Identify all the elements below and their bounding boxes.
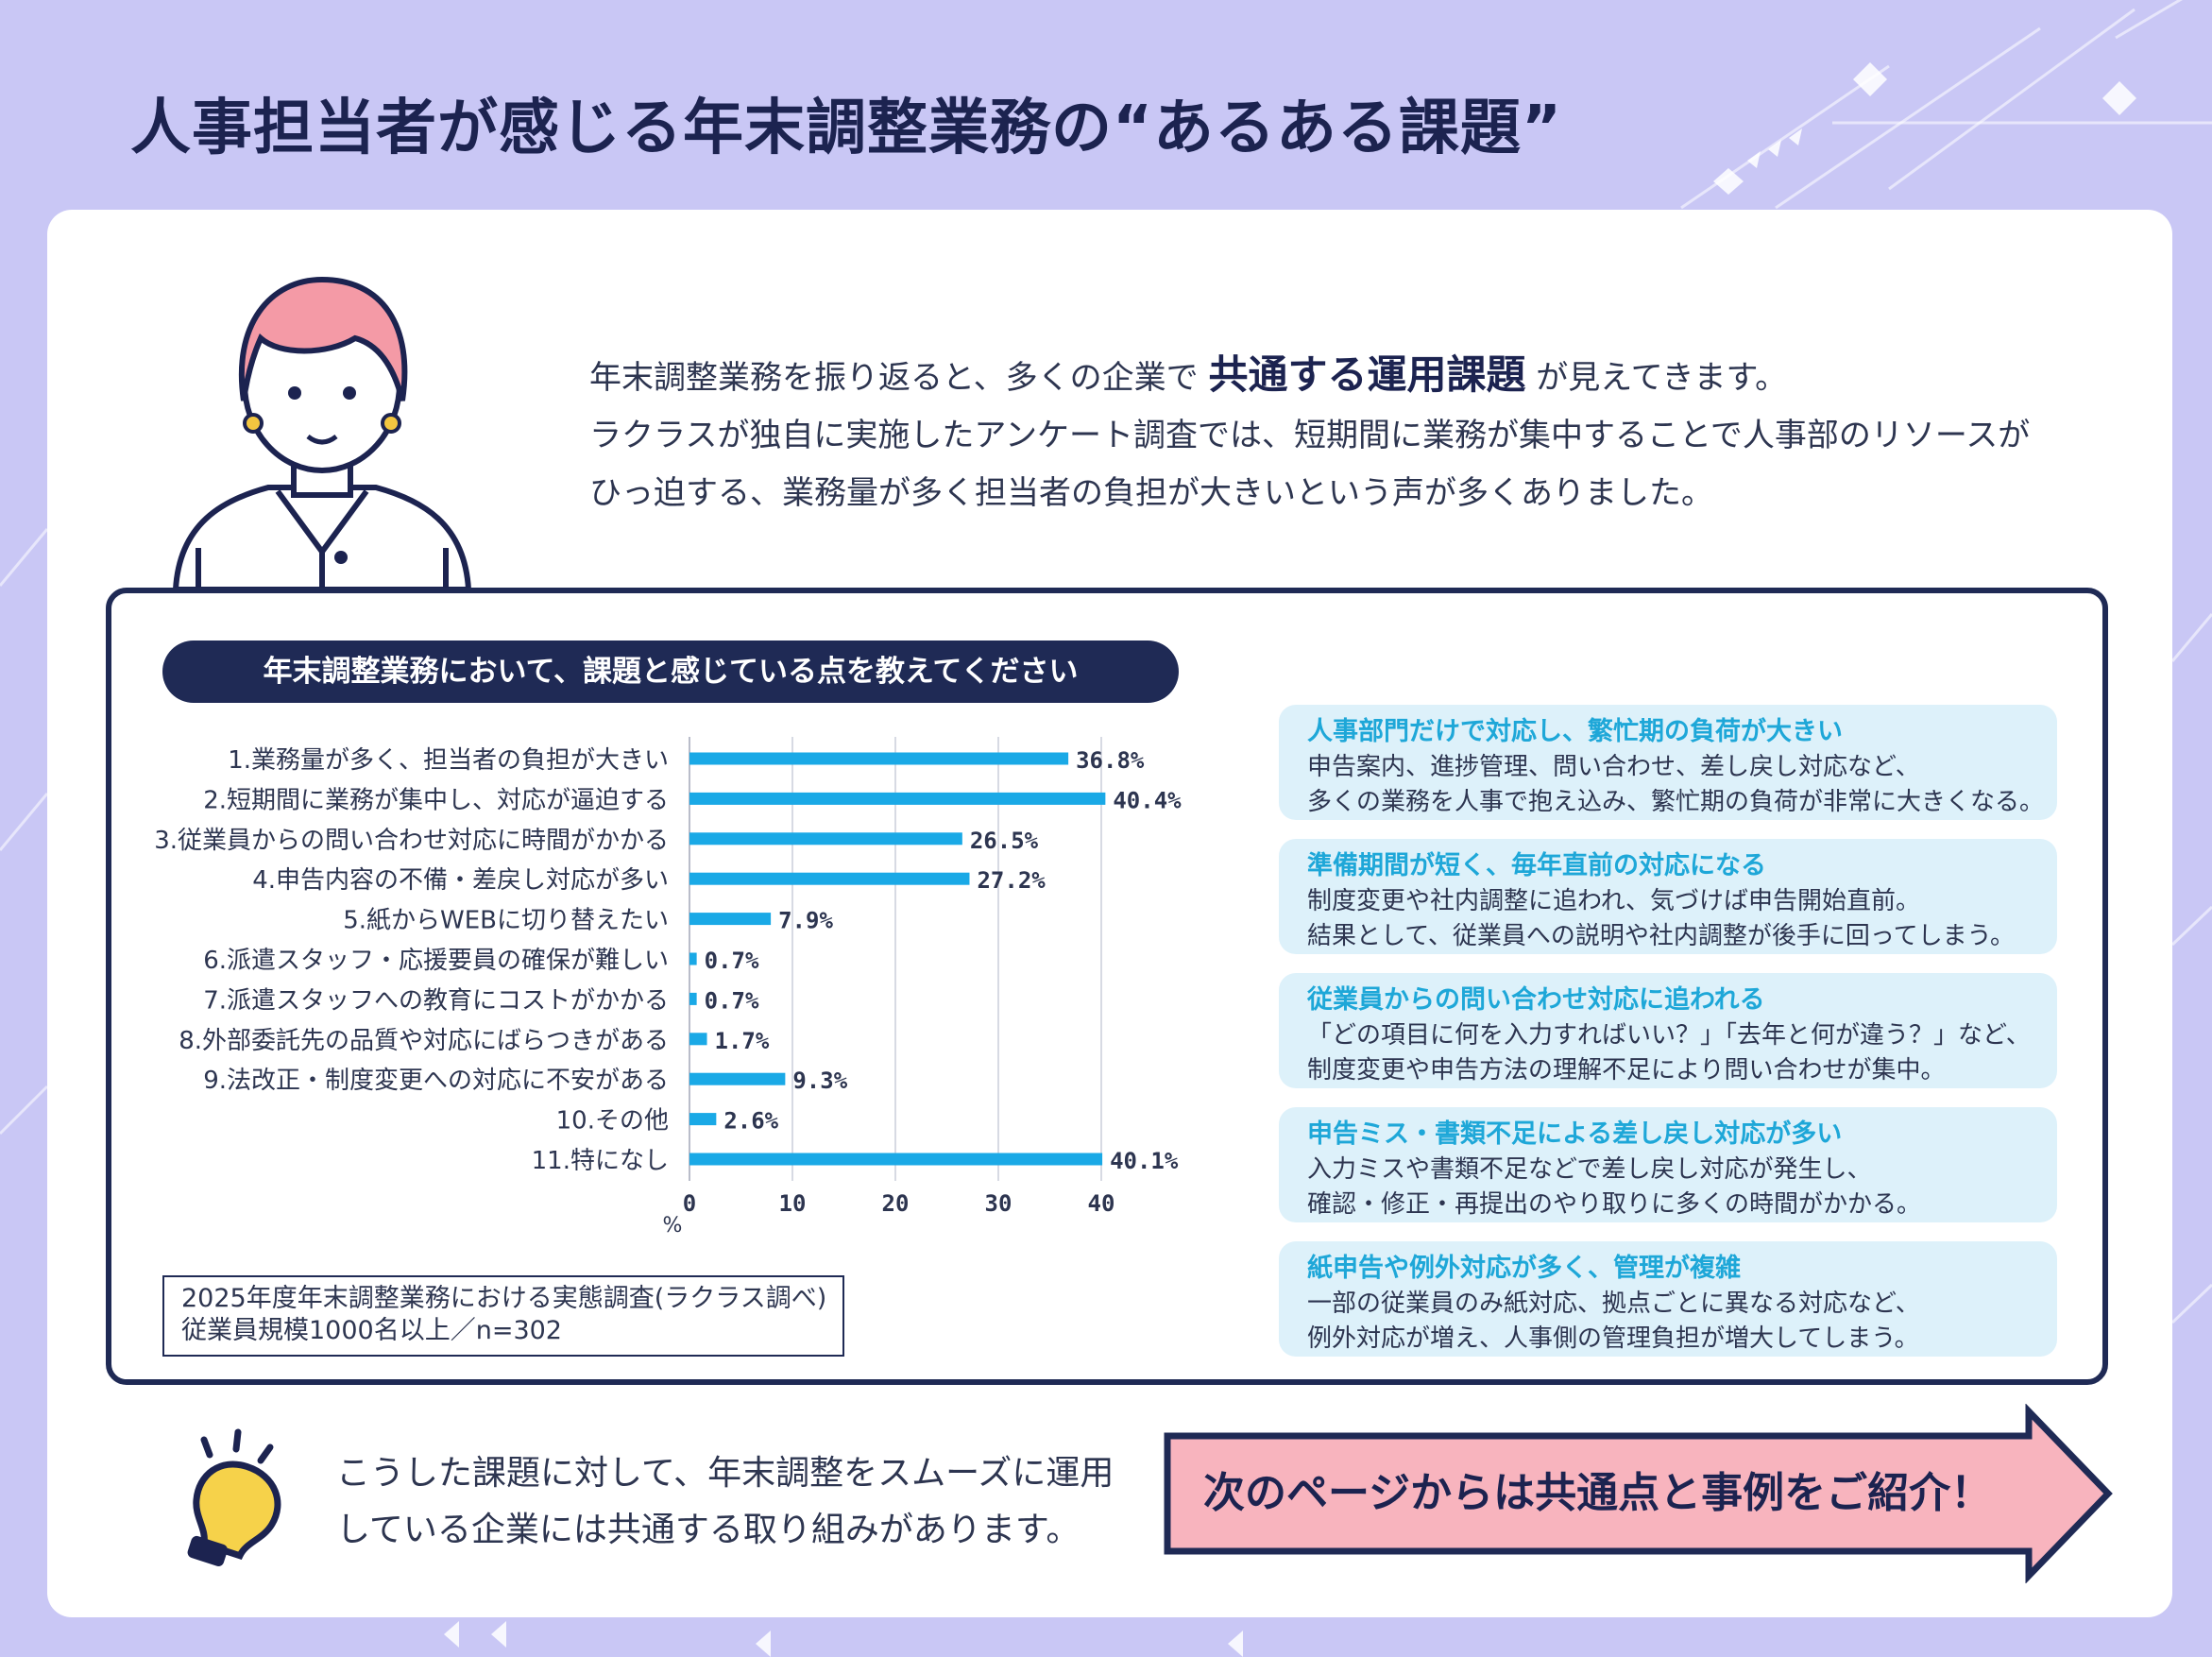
bar xyxy=(689,1033,707,1046)
closing-line1: こうした課題に対して、年末調整をスムーズに運用 xyxy=(336,1454,1115,1493)
bar xyxy=(689,1072,786,1085)
issue-card-3: 従業員からの問い合わせ対応に追われる 「どの項目に何を入力すればいい？」「去年と… xyxy=(1279,973,2057,1088)
source-line1: 2025年度年末調整業務における実態調査(ラクラス調べ) xyxy=(181,1284,827,1313)
category-label: 10.その他 xyxy=(556,1107,669,1136)
category-label: 4.申告内容の不備・差戻し対応が多い xyxy=(252,866,669,895)
category-label: 11.特になし xyxy=(532,1147,669,1175)
bar xyxy=(689,952,697,965)
intro-line1-before: 年末調整業務を振り返ると、多くの企業で xyxy=(589,359,1199,397)
value-label: 9.3% xyxy=(792,1068,847,1094)
value-label: 2.6% xyxy=(723,1108,778,1135)
category-label: 1.業務量が多く、担当者の負担が大きい xyxy=(228,746,669,775)
category-label: 6.派遣スタッフ・応援要員の確保が難しい xyxy=(203,947,669,975)
value-label: 40.1% xyxy=(1110,1148,1179,1174)
bar xyxy=(689,992,697,1005)
closing-line2: している企業には共通する取り組みがあります。 xyxy=(336,1511,1080,1549)
issue-text: 結果として、従業員への説明や社内調整が後手に回ってしまう。 xyxy=(1307,922,2016,950)
cta-label: 次のページからは共通点と事例をご紹介！ xyxy=(1203,1469,1993,1517)
source-note: 2025年度年末調整業務における実態調査(ラクラス調べ) 従業員規模1000名以… xyxy=(162,1275,844,1357)
x-tick-label: 0 xyxy=(683,1190,696,1217)
source-line2: 従業員規模1000名以上／n=302 xyxy=(181,1316,562,1345)
issue-text: 確認・修正・再提出のやり取りに多くの時間がかかる。 xyxy=(1307,1190,1922,1219)
issue-card-5: 紙申告や例外対応が多く、管理が複雑 一部の従業員のみ紙対応、拠点ごとに異なる対応… xyxy=(1279,1241,2057,1357)
issue-title: 紙申告や例外対応が多く、管理が複雑 xyxy=(1307,1254,1741,1283)
category-label: 9.法改正・制度変更への対応に不安がある xyxy=(203,1067,669,1095)
x-tick-label: 40 xyxy=(1088,1190,1115,1217)
bar xyxy=(689,913,772,926)
issue-title: 申告ミス・書類不足による差し戻し対応が多い xyxy=(1307,1119,1843,1149)
value-label: 27.2% xyxy=(977,867,1046,894)
value-label: 36.8% xyxy=(1076,747,1145,774)
survey-question: 年末調整業務において、課題と感じている点を教えてください xyxy=(162,641,1179,703)
value-label: 7.9% xyxy=(778,908,833,934)
x-tick-label: 10 xyxy=(779,1190,807,1217)
bar xyxy=(689,1153,1103,1166)
issue-text: 例外対応が増え、人事側の管理負担が増大してしまう。 xyxy=(1307,1324,1919,1353)
value-label: 40.4% xyxy=(1113,787,1182,813)
category-label: 2.短期間に業務が集中し、対応が逼迫する xyxy=(203,786,669,814)
bar xyxy=(689,872,970,885)
category-label: 3.従業員からの問い合わせ対応に時間がかかる xyxy=(154,827,669,855)
issue-text: 制度変更や社内調整に追われ、気づけば申告開始直前。 xyxy=(1307,887,1920,915)
intro-line1-after: が見えてきます。 xyxy=(1536,359,1788,397)
x-tick-label: 30 xyxy=(985,1190,1012,1217)
bar xyxy=(689,792,1106,805)
x-tick-label: 20 xyxy=(882,1190,910,1217)
issue-text: 制度変更や申告方法の理解不足により問い合わせが集中。 xyxy=(1307,1056,1946,1085)
closing-text: こうした課題に対して、年末調整をスムーズに運用 している企業には共通する取り組み… xyxy=(336,1445,1114,1559)
arrow-right-icon xyxy=(1164,1404,2113,1583)
x-axis-label: % xyxy=(663,1214,683,1238)
person-illustration xyxy=(172,276,472,589)
lightbulb-icon xyxy=(187,1428,281,1566)
intro-emphasis: 共通する運用課題 xyxy=(1208,351,1526,398)
next-page-button[interactable]: 次のページからは共通点と事例をご紹介！ xyxy=(1160,1404,2116,1583)
issue-text: 「どの項目に何を入力すればいい？」「去年と何が違う？」など、 xyxy=(1307,1021,2031,1050)
intro-line3: ひっ迫する、業務量が多く担当者の負担が大きいという声が多くありました。 xyxy=(589,474,1713,512)
value-label: 0.7% xyxy=(705,948,759,974)
issue-text: 申告案内、進捗管理、問い合わせ、差し戻し対応など、 xyxy=(1307,753,1920,781)
value-label: 1.7% xyxy=(715,1028,770,1054)
value-label: 26.5% xyxy=(970,828,1039,854)
issue-text: 入力ミスや書類不足などで差し戻し対応が発生し、 xyxy=(1307,1155,1872,1184)
bar xyxy=(689,1113,717,1126)
category-label: 5.紙からWEBに切り替えたい xyxy=(343,907,669,935)
intro-line2: ラクラスが独自に実施したアンケート調査では、短期間に業務が集中することで人事部の… xyxy=(589,417,2031,454)
value-label: 0.7% xyxy=(705,987,759,1014)
issue-title: 人事部門だけで対応し、繁忙期の負荷が大きい xyxy=(1307,717,1843,746)
issue-text: 一部の従業員のみ紙対応、拠点ごとに異なる対応など、 xyxy=(1307,1290,1920,1318)
intro-text: 年末調整業務を振り返ると、多くの企業で 共通する運用課題 が見えてきます。 ラク… xyxy=(589,346,2063,522)
issue-text: 多くの業務を人事で抱え込み、繁忙期の負荷が非常に大きくなる。 xyxy=(1307,788,2045,816)
bar xyxy=(689,832,962,846)
category-label: 8.外部委託先の品質や対応にばらつきがある xyxy=(179,1027,669,1055)
issue-card-2: 準備期間が短く、毎年直前の対応になる 制度変更や社内調整に追われ、気づけば申告開… xyxy=(1279,839,2057,954)
issue-card-4: 申告ミス・書類不足による差し戻し対応が多い 入力ミスや書類不足などで差し戻し対応… xyxy=(1279,1107,2057,1222)
issue-card-1: 人事部門だけで対応し、繁忙期の負荷が大きい 申告案内、進捗管理、問い合わせ、差し… xyxy=(1279,705,2057,820)
page-title: 人事担当者が感じる年末調整業務の“あるある課題” xyxy=(130,94,1563,163)
category-label: 7.派遣スタッフへの教育にコストがかかる xyxy=(203,986,669,1015)
issue-title: 準備期間が短く、毎年直前の対応になる xyxy=(1307,851,1766,880)
bar xyxy=(689,752,1069,765)
issue-title: 従業員からの問い合わせ対応に追われる xyxy=(1307,985,1765,1015)
